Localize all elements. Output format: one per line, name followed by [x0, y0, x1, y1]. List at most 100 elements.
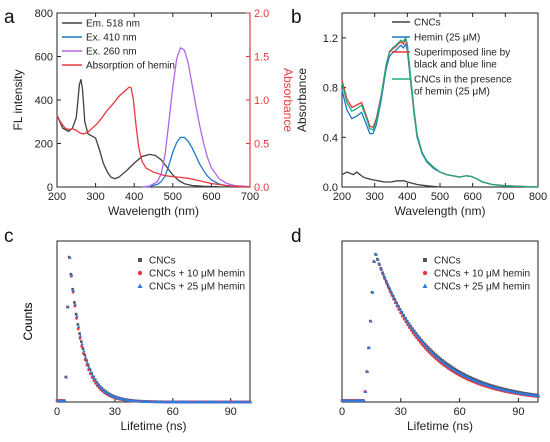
- data-point-d-cncs: [462, 372, 466, 376]
- data-point-d-cncs: [476, 379, 480, 382]
- data-point-c-cncs: [83, 353, 87, 357]
- data-point-d-cncs-10-m-hemin: [420, 342, 424, 346]
- legend-marker-d-cncs-10-m-hemin: [422, 270, 428, 276]
- data-point-c-cncs-25-m-hemin: [82, 349, 86, 353]
- data-point-d-cncs-25-m-hemin: [436, 356, 440, 360]
- data-point-d-cncs: [515, 390, 518, 394]
- data-point-c-cncs: [78, 332, 81, 335]
- data-point-c-cncs-25-m-hemin: [66, 305, 70, 309]
- data-point-d-cncs-25-m-hemin: [431, 351, 435, 355]
- data-point-d-cncs-10-m-hemin: [406, 323, 410, 327]
- data-point-d-cncs-25-m-hemin: [466, 375, 470, 379]
- data-point-d-cncs: [474, 378, 478, 382]
- y-right-tick-label: 2.0: [254, 8, 269, 20]
- y-right-axis-title: Absorbance: [281, 68, 295, 132]
- data-point-c-cncs-25-m-hemin: [90, 373, 95, 377]
- legend-label-c-cncs: CNCs: [149, 256, 176, 267]
- data-point-c-cncs: [81, 347, 85, 351]
- data-point-d-cncs-10-m-hemin: [413, 333, 417, 337]
- x-tick-label-a: 300: [86, 191, 104, 203]
- x-tick-label-a: 400: [125, 191, 143, 203]
- series-line-a-absorption-of-hemin: [56, 86, 251, 188]
- data-point-d-cncs: [473, 377, 476, 381]
- data-point-d-cncs-25-m-hemin: [420, 340, 424, 344]
- data-point-d-cncs: [460, 371, 464, 375]
- data-point-d-cncs-25-m-hemin: [464, 374, 468, 379]
- data-point-d-cncs: [465, 374, 469, 378]
- data-point-d-cncs: [383, 275, 386, 279]
- legend-label-d-cncs: CNCs: [434, 256, 461, 267]
- data-point-d-cncs-25-m-hemin: [536, 394, 541, 398]
- data-point-d-cncs: [450, 365, 453, 369]
- data-point-d-cncs-25-m-hemin: [367, 346, 371, 350]
- data-point-d-cncs-10-m-hemin: [418, 340, 422, 344]
- panel-a: 200 300 400 500 600 7000200400600800Wavelengt…: [11, 8, 295, 218]
- data-point-d-cncs: [518, 391, 522, 394]
- data-point-d-cncs: [384, 279, 388, 283]
- data-point-c-cncs-10-m-hemin: [87, 368, 91, 372]
- data-point-d-cncs: [423, 342, 427, 346]
- data-point-c-cncs-25-m-hemin: [92, 376, 96, 381]
- data-point-c-cncs: [71, 287, 74, 291]
- y-axis-title-b: Absorbance: [295, 68, 309, 132]
- data-point-d-cncs: [453, 367, 457, 371]
- data-point-c-cncs-10-m-hemin: [83, 358, 87, 362]
- data-point-d-cncs: [437, 356, 441, 359]
- data-point-c-cncs-25-m-hemin: [68, 255, 72, 259]
- data-point-d-cncs-25-m-hemin: [475, 379, 479, 383]
- data-point-d-cncs: [444, 361, 448, 365]
- data-point-d-cncs: [386, 283, 390, 287]
- data-point-c-cncs-25-m-hemin: [87, 365, 91, 369]
- data-point-c-cncs: [69, 272, 73, 276]
- data-point-c-cncs: [74, 312, 78, 316]
- x-tick-label-b: 200: [333, 191, 351, 203]
- legend-c: CNCs CNCs + 10 μM hemin CNCs + 25 μM hemin: [137, 256, 245, 293]
- data-point-d-cncs: [495, 385, 499, 389]
- legend-marker-c-cncs-10-m-hemin: [137, 270, 143, 276]
- data-point-c-cncs-25-m-hemin: [106, 391, 110, 396]
- data-point-c-cncs-25-m-hemin: [75, 314, 79, 318]
- x-tick-label-b: 700: [496, 191, 514, 203]
- data-point-d-cncs-25-m-hemin: [392, 295, 396, 299]
- data-point-d-cncs: [432, 351, 436, 355]
- series-line-a-em-518-nm: [56, 79, 251, 188]
- data-point-d-cncs-25-m-hemin: [404, 318, 409, 322]
- data-point-d-cncs: [508, 388, 511, 392]
- x-tick-label-b: 400: [398, 191, 416, 203]
- data-point-d-cncs: [471, 377, 474, 380]
- data-point-c-cncs-25-m-hemin: [76, 324, 81, 328]
- legend-b: CNCs Hemin (25 μM) Superimposed line by bla…: [392, 18, 512, 98]
- panel-c: 0 30 60 90 Lifetime (ns) Counts CNCs CNCs + 10 …: [21, 240, 253, 433]
- data-point-d-cncs-25-m-hemin: [378, 262, 382, 266]
- data-point-d-cncs: [522, 391, 525, 395]
- x-tick-label-c: 30: [109, 406, 121, 418]
- data-point-d-cncs-25-m-hemin: [372, 259, 377, 263]
- data-point-d-cncs: [391, 294, 395, 298]
- data-point-d-cncs-10-m-hemin: [408, 326, 411, 329]
- data-point-c-cncs: [80, 340, 83, 343]
- data-point-c-cncs-25-m-hemin: [78, 334, 83, 338]
- data-point-d-cncs: [439, 357, 443, 361]
- data-point-d-cncs-25-m-hemin: [473, 378, 477, 383]
- data-point-d-cncs-25-m-hemin: [411, 328, 416, 332]
- data-point-d-cncs: [504, 388, 508, 391]
- data-point-d-cncs-25-m-hemin: [418, 338, 423, 342]
- x-tick-label-d: 60: [453, 406, 465, 418]
- data-point-d-cncs-25-m-hemin: [448, 365, 453, 369]
- legend-marker-c-cncs-25-m-hemin: [137, 283, 143, 288]
- x-axis-title-b: Wavelength (nm): [395, 204, 486, 218]
- data-point-d-cncs-25-m-hemin: [390, 292, 394, 296]
- y-tick-label-a: 200: [35, 139, 53, 151]
- data-point-d-cncs: [455, 368, 458, 372]
- x-tick-label-d: 30: [395, 406, 407, 418]
- data-point-d-cncs-25-m-hemin: [453, 369, 458, 373]
- data-point-d-cncs-25-m-hemin: [415, 333, 419, 337]
- panel-letter-a: a: [4, 7, 15, 28]
- data-point-d-cncs-25-m-hemin: [422, 342, 426, 346]
- data-point-d-cncs: [527, 392, 531, 396]
- data-point-d-cncs-25-m-hemin: [381, 271, 386, 275]
- legend-label-b-hemin-25-m: Hemin (25 μM): [414, 33, 480, 44]
- data-point-d-cncs: [448, 364, 451, 367]
- data-point-d-cncs-25-m-hemin: [469, 377, 474, 381]
- data-point-d-cncs-25-m-hemin: [429, 349, 433, 353]
